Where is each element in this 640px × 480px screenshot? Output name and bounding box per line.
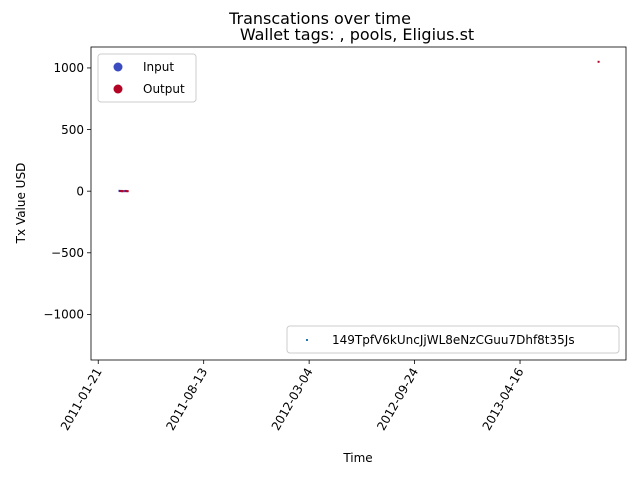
plot-area-frame	[90, 46, 627, 361]
legend-wallet-frame	[286, 325, 620, 354]
y-tick-label: −1000	[43, 308, 84, 322]
x-tick-label: 2013-04-16	[480, 366, 527, 433]
chart-title: Wallet tags: , pools, Eligius.st	[240, 25, 474, 44]
legend-input-marker	[113, 62, 123, 72]
x-tick-label: 2011-08-13	[163, 366, 210, 433]
point-output-5	[597, 60, 600, 63]
legend-wallet-label: 149TpfV6kUncJjWL8eNzCGuu7Dhf8t35Js	[332, 333, 575, 347]
chart-suptitle: Transcations over time	[228, 9, 411, 28]
point-output-3	[125, 190, 128, 193]
legend-wallet-marker	[306, 339, 308, 341]
x-tick-label: 2012-09-24	[374, 366, 421, 433]
legend-wallet: 149TpfV6kUncJjWL8eNzCGuu7Dhf8t35Js	[286, 325, 620, 354]
x-axis-label: Time	[342, 451, 372, 465]
data-points	[118, 60, 600, 193]
point-output-1	[121, 190, 124, 193]
y-tick-label: 500	[61, 123, 84, 137]
legend-class: Input Output	[97, 53, 197, 103]
y-axis-label: Tx Value USD	[14, 163, 28, 245]
point-output-4	[126, 190, 129, 193]
point-input-4	[122, 190, 125, 193]
x-axis: 2011-01-21 2011-08-13 2012-03-04 2012-09-24…	[58, 360, 527, 433]
y-tick-label: −500	[51, 246, 84, 260]
point-output-0	[118, 190, 121, 193]
y-tick-label: 1000	[53, 61, 84, 75]
point-output-2	[124, 189, 127, 192]
legend-output-marker	[113, 84, 123, 94]
y-tick-label: 0	[76, 185, 84, 199]
legend-input-label: Input	[143, 60, 174, 74]
legend-class-frame	[97, 53, 197, 103]
x-tick-label: 2012-03-04	[269, 366, 316, 433]
y-axis: 1000 500 0 −500 −1000	[43, 61, 91, 322]
legend-output-label: Output	[143, 82, 185, 96]
x-tick-label: 2011-01-21	[58, 366, 105, 433]
point-input-5	[123, 190, 126, 193]
